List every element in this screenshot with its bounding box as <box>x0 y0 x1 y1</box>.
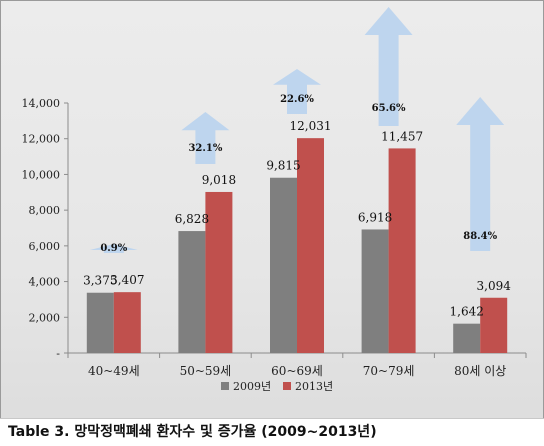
y-tick-label: 6,000 <box>29 240 61 253</box>
legend-label-2009: 2009년 <box>233 380 271 393</box>
bar-2009 <box>361 229 389 353</box>
y-tick-label: 10,000 <box>22 168 61 181</box>
data-label-2013: 11,457 <box>381 129 423 143</box>
y-tick-label: 2,000 <box>29 311 61 324</box>
growth-rate-label: 32.1% <box>188 143 222 154</box>
bar-2013 <box>480 297 508 353</box>
bar-2009 <box>270 177 297 353</box>
growth-rate-label: 22.6% <box>280 94 314 105</box>
growth-arrow <box>456 97 505 251</box>
y-tick-label: 8,000 <box>29 204 61 217</box>
growth-arrow <box>273 69 321 114</box>
bar-chart: - 2,000 4,000 6,000 8,000 10,000 12,000 14,000 3… <box>22 7 527 393</box>
legend-swatch-2013 <box>283 382 291 390</box>
data-label-2013: 3,407 <box>110 273 144 287</box>
y-tick-label: 12,000 <box>22 133 61 146</box>
bar-2009 <box>86 292 114 353</box>
x-category-label: 60~69세 <box>271 364 323 378</box>
bar-2013 <box>297 138 324 353</box>
legend-label-2013: 2013년 <box>295 380 333 393</box>
x-category-label: 70~79세 <box>363 364 415 378</box>
bar-2009 <box>453 323 481 353</box>
y-tick-label: 4,000 <box>29 276 61 289</box>
data-label-2013: 12,031 <box>290 119 332 133</box>
bar-2013 <box>205 191 233 353</box>
data-label-2009: 3,375 <box>83 274 117 288</box>
data-label-2009: 6,828 <box>175 212 209 226</box>
y-tick-label: 14,000 <box>22 97 61 110</box>
x-category-label: 40~49세 <box>88 364 140 378</box>
growth-rate-label: 88.4% <box>463 231 497 242</box>
bar-2013 <box>113 292 141 353</box>
data-label-2013: 9,018 <box>202 173 236 187</box>
legend-swatch-2009 <box>221 382 229 390</box>
figure-caption: Table 3. 망막정맥폐쇄 환자수 및 증가율 (2009~2013년) <box>0 418 544 446</box>
growth-rate-label: 0.9% <box>100 243 127 254</box>
data-label-2013: 3,094 <box>477 279 512 293</box>
data-label-2009: 6,918 <box>358 210 392 224</box>
growth-arrow <box>89 244 138 253</box>
growth-arrow <box>181 112 230 164</box>
x-category-label: 80세 이상 <box>454 364 506 378</box>
y-tick-label: - <box>56 347 60 360</box>
data-label-2009: 1,642 <box>450 305 484 319</box>
bar-2009 <box>178 231 206 353</box>
data-label-2009: 9,815 <box>266 159 300 173</box>
growth-rate-label: 65.6% <box>372 103 406 114</box>
bar-2013 <box>388 148 416 353</box>
growth-arrow <box>364 7 413 126</box>
x-category-label: 50~59세 <box>180 364 232 378</box>
